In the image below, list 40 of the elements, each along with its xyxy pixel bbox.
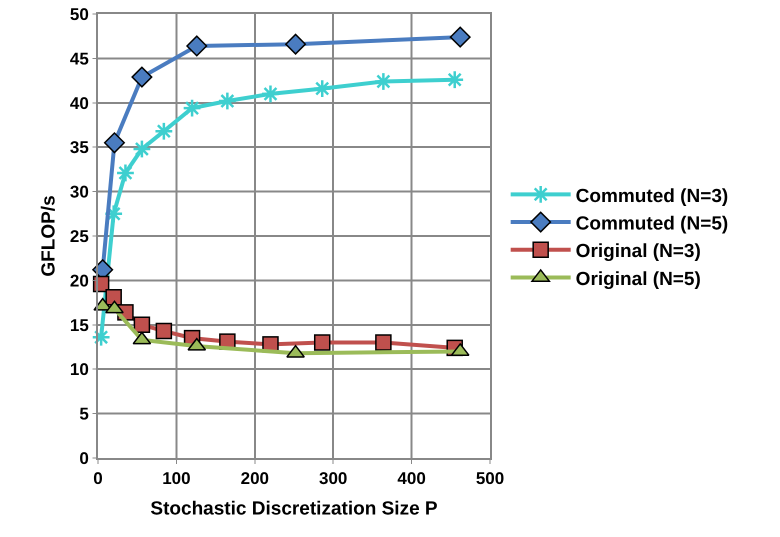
point bbox=[116, 163, 136, 183]
point bbox=[450, 26, 471, 48]
legend-label: Original (N=3) bbox=[576, 241, 701, 262]
y-tick-label: 5 bbox=[79, 404, 89, 424]
legend-label: Original (N=5) bbox=[576, 268, 701, 290]
y-tick-label: 30 bbox=[70, 182, 89, 202]
point bbox=[314, 334, 330, 351]
point bbox=[91, 328, 111, 347]
point bbox=[154, 122, 174, 141]
y-tick-label: 15 bbox=[70, 316, 89, 335]
y-tick-label: 35 bbox=[70, 138, 89, 158]
y-tick-label: 10 bbox=[70, 360, 89, 380]
x-axis-title: Stochastic Discretization Size P bbox=[150, 498, 438, 520]
x-tick-label: 500 bbox=[476, 469, 504, 488]
point bbox=[186, 35, 208, 56]
x-tick-label: 0 bbox=[93, 469, 103, 488]
y-tick-label: 0 bbox=[79, 448, 89, 468]
point bbox=[156, 322, 172, 340]
point bbox=[131, 66, 152, 88]
x-tick-label: 100 bbox=[162, 469, 191, 488]
point bbox=[312, 78, 332, 98]
y-tick-label: 50 bbox=[70, 4, 89, 24]
y-tick-label: 20 bbox=[70, 271, 89, 290]
point bbox=[375, 334, 392, 351]
point bbox=[104, 132, 125, 154]
point bbox=[260, 84, 280, 104]
x-tick-label: 200 bbox=[240, 469, 269, 488]
y-tick-label: 25 bbox=[70, 226, 89, 246]
point bbox=[132, 139, 152, 159]
point bbox=[218, 91, 238, 111]
legend-label: Commuted (N=3) bbox=[576, 186, 728, 207]
y-tick-label: 45 bbox=[70, 49, 89, 68]
legend-label: Commuted (N=5) bbox=[576, 213, 728, 234]
point bbox=[134, 316, 150, 334]
point bbox=[285, 34, 306, 55]
y-tick-label: 40 bbox=[70, 94, 89, 113]
x-tick-label: 300 bbox=[319, 469, 348, 488]
x-tick-label: 400 bbox=[397, 469, 426, 488]
point bbox=[182, 98, 202, 118]
y-axis-title: GFLOP/s bbox=[38, 195, 60, 277]
